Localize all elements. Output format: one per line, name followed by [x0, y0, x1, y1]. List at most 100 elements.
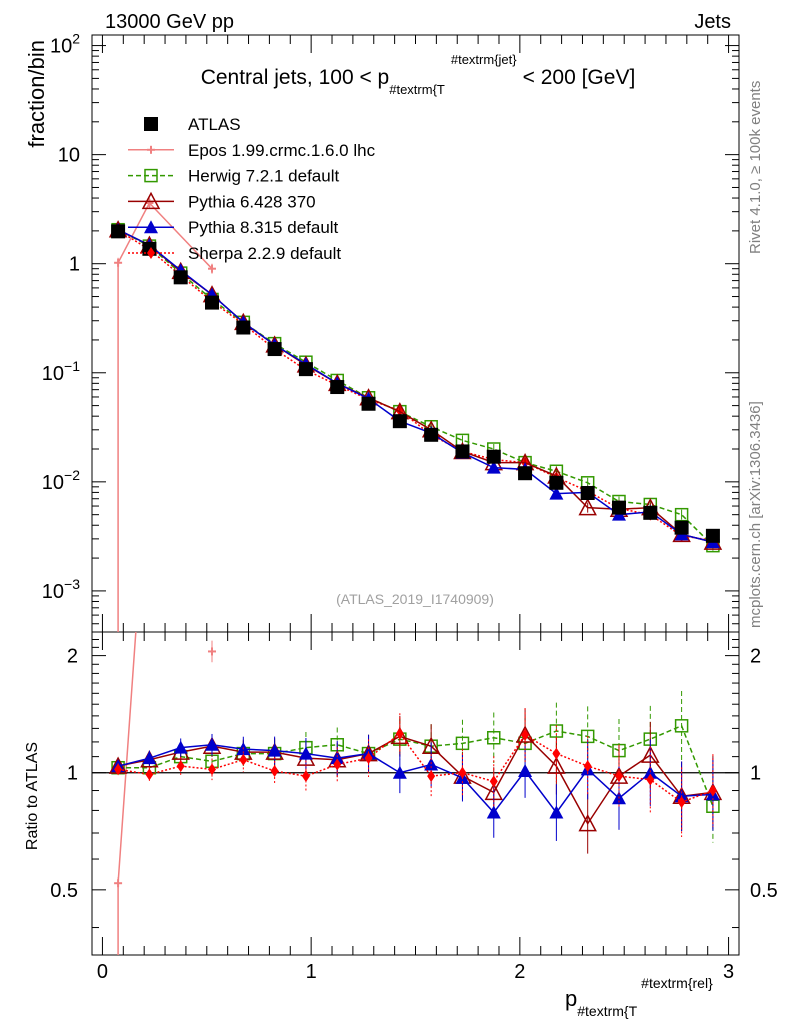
ratio-point-sherpa	[176, 760, 185, 773]
main-ylabel: fraction/bin	[24, 40, 49, 148]
ratio-point-sherpa	[552, 747, 561, 760]
ratio-point-sherpa	[708, 784, 717, 797]
x-tick-label: 2	[514, 961, 525, 983]
ratio-point-sherpa	[521, 729, 530, 742]
watermark: (ATLAS_2019_I1740909)	[336, 591, 494, 607]
point-epos	[208, 264, 217, 273]
point-atlas	[361, 396, 376, 411]
ratio-series-sherpa	[114, 708, 717, 837]
point-atlas	[705, 528, 720, 543]
series-line-herwig	[117, 229, 714, 547]
point-atlas	[580, 486, 595, 501]
ratio-point-sherpa	[333, 758, 342, 771]
ratio-series-epos	[114, 631, 217, 955]
ratio-point-pythia8	[267, 743, 282, 757]
ratio-point-epos	[208, 647, 217, 656]
ratio-point-pythia8	[298, 746, 313, 760]
point-atlas	[674, 520, 689, 535]
ratio-point-pythia8	[392, 765, 407, 779]
ratio-point-herwig	[549, 724, 564, 738]
ratio-point-pythia8	[518, 764, 533, 778]
series-herwig	[111, 222, 720, 553]
legend-label: Epos 1.99.crmc.1.6.0 lhc	[188, 141, 376, 160]
y-tick-base: 10	[58, 145, 80, 167]
legend-entry-pythia6: Pythia 6.428 370	[128, 191, 316, 211]
y-tick-exp: −1	[64, 358, 80, 374]
mcplots-text: mcplots.cern.ch [arXiv:1306.3436]	[747, 401, 764, 628]
ratio-point-sherpa	[239, 753, 248, 766]
ratio-series-pythia6	[108, 708, 723, 854]
series-atlas	[111, 224, 720, 543]
ratio-point-sherpa	[364, 752, 373, 765]
ratio-y-tick-label-right: 2	[750, 646, 761, 668]
point-atlas	[298, 362, 313, 377]
legend-entry-epos: Epos 1.99.crmc.1.6.0 lhc	[128, 141, 376, 160]
point-atlas	[330, 380, 345, 395]
point-atlas	[267, 342, 282, 357]
point-atlas	[392, 414, 407, 429]
point-atlas	[173, 270, 188, 285]
ratio-ylabel: Ratio to ATLAS	[24, 742, 41, 850]
x-tick-label: 3	[723, 961, 734, 983]
legend-entry-sherpa: Sherpa 2.2.9 default	[128, 244, 341, 263]
legend-marker	[141, 191, 161, 210]
ratio-point-pythia8	[330, 751, 345, 765]
series-line-sherpa	[117, 229, 714, 542]
ratio-series-herwig	[111, 691, 720, 843]
point-epos	[145, 199, 154, 208]
ratio-point-pythia8	[486, 805, 501, 819]
ratio-y-tick-label: 2	[67, 646, 78, 668]
legend-label: ATLAS	[188, 115, 241, 134]
point-atlas	[518, 466, 533, 481]
header-left: 13000 GeV pp	[105, 11, 234, 33]
legend-marker	[144, 220, 158, 234]
legend-label: Herwig 7.2.1 default	[188, 167, 339, 186]
series-epos	[114, 198, 217, 632]
xlabel-sup: #textrm{rel}	[641, 975, 713, 991]
ratio-line-sherpa	[117, 732, 714, 804]
ratio-point-herwig	[487, 730, 501, 745]
ratio-line-pythia8	[117, 744, 713, 814]
legend-marker	[147, 145, 155, 154]
legend-entry-herwig: Herwig 7.2.1 default	[128, 167, 339, 186]
ratio-point-sherpa	[583, 760, 592, 773]
ratio-point-sherpa	[301, 770, 310, 783]
title-main: Central jets, 100 < p	[201, 66, 390, 89]
point-pythia8	[486, 460, 501, 474]
x-tick-label: 1	[306, 961, 317, 983]
xlabel-sub: #textrm{T	[577, 1003, 637, 1019]
ratio-point-sherpa	[208, 763, 217, 776]
ratio-point-sherpa	[614, 770, 623, 783]
title-tail: < 200 [GeV]	[523, 66, 636, 89]
title-sup: #textrm{jet}	[451, 52, 517, 67]
ratio-point-sherpa	[145, 768, 154, 781]
ratio-line-epos	[117, 631, 137, 955]
point-pythia6	[578, 498, 597, 516]
axis-ticks	[92, 35, 739, 955]
x-tick-label: 0	[97, 961, 108, 983]
y-tick-exp: −3	[64, 576, 80, 592]
ratio-point-sherpa	[677, 796, 686, 809]
ratio-point-pythia6	[578, 814, 597, 832]
series-pythia8	[111, 222, 720, 549]
ratio-panel-frame	[91, 631, 740, 956]
rivet-text: Rivet 4.1.0, ≥ 100k events	[747, 81, 764, 254]
ratio-point-pythia8	[142, 751, 157, 765]
ratio-series-pythia8	[111, 733, 720, 841]
ratio-point-sherpa	[395, 727, 404, 740]
ratio-point-pythia8	[549, 805, 564, 819]
y-tick-label: 1	[69, 254, 80, 276]
ratio-point-sherpa	[427, 770, 436, 783]
y-tick-base: 1	[69, 254, 80, 276]
legend-entry-pythia8: Pythia 8.315 default	[128, 218, 339, 237]
point-atlas	[611, 500, 626, 515]
ratio-point-herwig	[674, 719, 689, 733]
series-pythia6	[108, 220, 723, 550]
point-atlas	[486, 449, 501, 464]
ratio-point-sherpa	[489, 775, 498, 788]
point-epos	[114, 258, 123, 267]
ratio-point-sherpa	[458, 766, 467, 779]
y-tick-exp: −2	[64, 467, 80, 483]
ratio-point-sherpa	[270, 765, 279, 778]
data-series	[108, 198, 723, 632]
